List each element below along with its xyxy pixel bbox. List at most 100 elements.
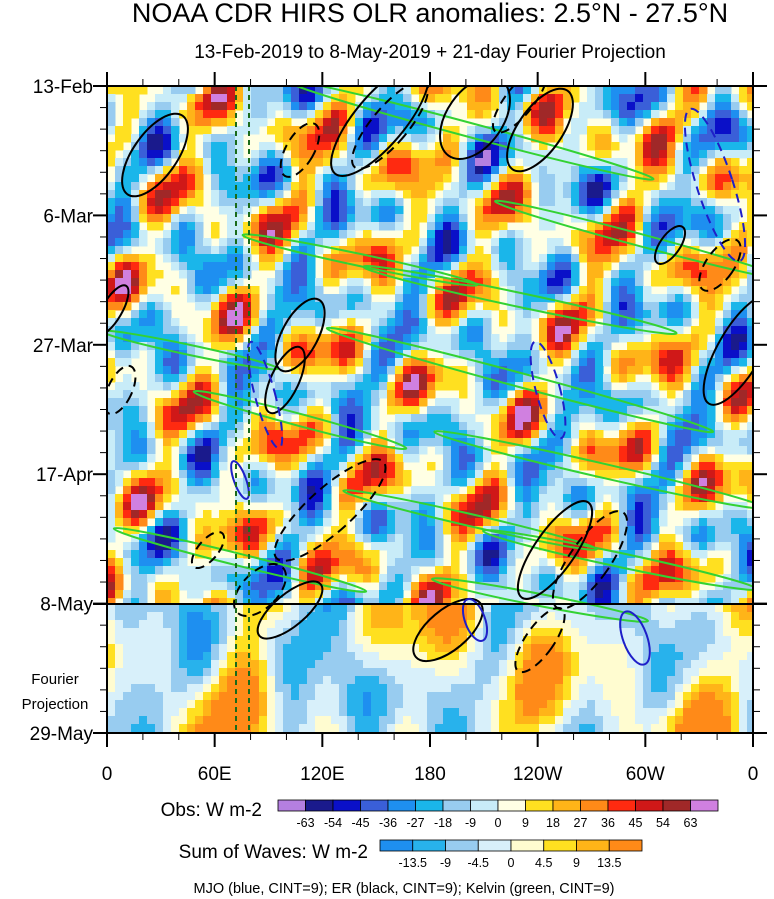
colorbar-swatch xyxy=(690,799,719,812)
er-contour xyxy=(107,364,137,416)
obs-colorbar: Obs: W m-2 -63 -54 -45 -36 -27 -18 -9 0 9 18 27 36 45… xyxy=(161,799,719,830)
chart-title: NOAA CDR HIRS OLR anomalies: 2.5°N - 27.… xyxy=(132,0,728,28)
colorbar-title: Sum of Waves: W m-2 xyxy=(179,842,368,863)
colorbar-swatch xyxy=(412,839,446,852)
er-contour xyxy=(121,112,189,198)
colorbar-swatch xyxy=(576,839,610,852)
colorbar-label: -63 xyxy=(296,816,314,830)
er-contour xyxy=(190,530,226,570)
colorbar-swatch xyxy=(510,839,545,852)
colorbar-swatch xyxy=(608,839,643,852)
colorbar-swatch xyxy=(525,799,554,812)
colorbar-swatch xyxy=(470,799,499,812)
colorbar-swatch xyxy=(543,839,577,852)
x-tick-label: 60E xyxy=(198,764,232,785)
mjo-contour xyxy=(246,340,284,450)
y-tick-label: 29-May xyxy=(30,724,94,745)
colorbar-swatch xyxy=(305,799,334,812)
er-contour xyxy=(330,86,430,177)
chart-subtitle: 13-Feb-2019 to 8-May-2019 + 21-day Fouri… xyxy=(194,42,666,63)
colorbar-swatch xyxy=(580,799,609,812)
mjo-contour xyxy=(461,598,489,642)
kelvin-contour xyxy=(433,430,753,510)
x-tick-label: 0 xyxy=(102,764,113,785)
er-contour xyxy=(256,580,324,640)
x-tick-label: 120W xyxy=(513,764,563,785)
colorbar-label: 63 xyxy=(684,816,698,830)
colorbar-swatch xyxy=(379,839,414,852)
colorbar-swatch xyxy=(607,799,636,812)
y-tick-label: 27-Mar xyxy=(33,336,94,357)
er-contour xyxy=(264,345,306,415)
colorbar-label: -4.5 xyxy=(467,856,489,870)
colorbar-label: -36 xyxy=(379,816,397,830)
kelvin-contour xyxy=(342,489,598,551)
colorbar-label: -9 xyxy=(440,856,451,870)
colorbar-swatch xyxy=(387,799,416,812)
contour-legend-note: MJO (blue, CINT=9); ER (black, CINT=9); … xyxy=(193,881,614,897)
er-contour xyxy=(439,86,511,160)
colorbar-label: -18 xyxy=(434,816,452,830)
er-contour xyxy=(274,297,326,373)
er-contour xyxy=(702,294,753,406)
kelvin-contour xyxy=(494,199,753,281)
colorbar-swatch xyxy=(360,799,389,812)
colorbar-label: -27 xyxy=(406,816,424,830)
er-contour xyxy=(279,122,321,178)
mjo-contour xyxy=(529,340,567,440)
er-contour xyxy=(233,563,287,617)
kelvin-contour xyxy=(112,527,368,593)
colorbar-label: 54 xyxy=(656,816,670,830)
kelvin-contour xyxy=(285,86,655,181)
colorbar-label: 13.5 xyxy=(597,856,621,870)
projection-label-line2: Projection xyxy=(22,696,89,713)
kelvin-contour xyxy=(241,233,479,287)
colorbar-swatch xyxy=(662,799,691,812)
colorbar-label: 4.5 xyxy=(535,856,552,870)
y-tick-label: 17-Apr xyxy=(36,465,94,486)
er-contour xyxy=(653,225,687,265)
colorbar-label: -45 xyxy=(351,816,369,830)
er-contour xyxy=(351,86,429,170)
colorbar-swatch xyxy=(445,839,479,852)
colorbar-swatch xyxy=(552,799,581,812)
colorbar-label: -13.5 xyxy=(399,856,428,870)
er-contour xyxy=(698,238,742,292)
x-tick-label: 0 xyxy=(748,764,759,785)
colorbar-label: 45 xyxy=(629,816,643,830)
colorbar-label: -54 xyxy=(324,816,342,830)
colorbar-swatch xyxy=(477,839,512,852)
colorbar-swatch xyxy=(332,799,361,812)
er-contour xyxy=(514,606,566,674)
er-contour xyxy=(506,87,574,173)
wave-contours xyxy=(107,86,753,674)
colorbar-swatch xyxy=(635,799,664,812)
colorbar-label: 9 xyxy=(573,856,580,870)
colorbar-swatch xyxy=(415,799,444,812)
colorbar-label: 9 xyxy=(522,816,529,830)
colorbar-label: -9 xyxy=(465,816,476,830)
plot-area xyxy=(107,86,753,733)
mjo-contour xyxy=(619,610,651,666)
colorbar-label: 27 xyxy=(574,816,588,830)
er-contour xyxy=(107,284,130,336)
colorbar-label: 18 xyxy=(546,816,560,830)
colorbar-swatch xyxy=(442,799,471,812)
colorbar-label: 36 xyxy=(601,816,615,830)
colorbar-swatch xyxy=(277,799,306,812)
x-tick-label: 180 xyxy=(414,764,446,785)
colorbar-swatch xyxy=(497,799,526,812)
colorbar-label: 0 xyxy=(495,816,502,830)
x-tick-label: 60W xyxy=(626,764,665,785)
y-tick-label: 8-May xyxy=(40,595,93,616)
er-contour xyxy=(273,458,387,562)
colorbar-title: Obs: W m-2 xyxy=(161,800,262,821)
y-tick-label: 6-Mar xyxy=(43,206,93,227)
mjo-contour xyxy=(230,460,250,500)
projection-label-line1: Fourier xyxy=(31,671,79,688)
colorbar-label: 0 xyxy=(508,856,515,870)
er-contour xyxy=(516,500,594,600)
mjo-contour xyxy=(683,107,747,263)
projection-field xyxy=(107,604,753,733)
